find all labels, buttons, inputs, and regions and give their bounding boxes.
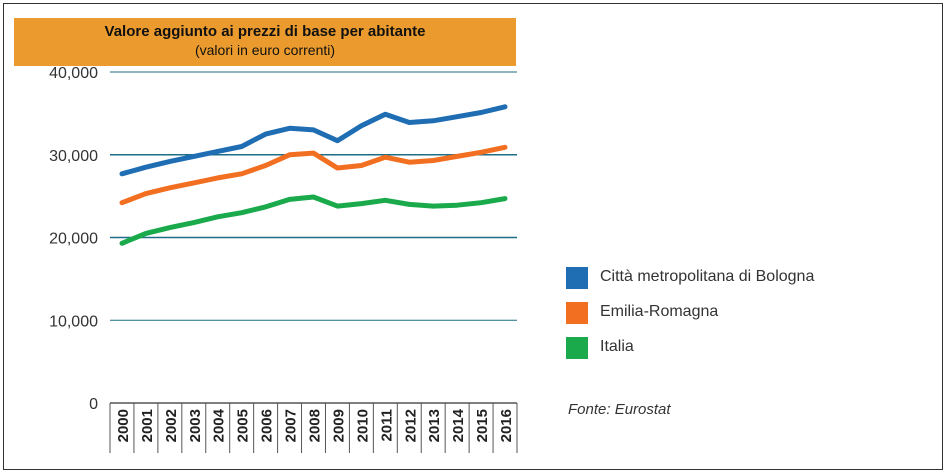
legend-swatch-bologna bbox=[566, 267, 588, 289]
series-line-bologna bbox=[119, 104, 508, 177]
x-tick-label: 2015 bbox=[474, 409, 491, 442]
x-tick-label: 2001 bbox=[139, 409, 156, 442]
chart-frame bbox=[3, 3, 943, 470]
y-tick-label: 10,000 bbox=[49, 313, 98, 330]
y-tick-label: 20,000 bbox=[49, 231, 98, 248]
y-tick-label: 40,000 bbox=[49, 65, 98, 82]
series-line-italia bbox=[119, 194, 508, 246]
x-tick-label: 2014 bbox=[450, 408, 467, 442]
y-tick-label: 0 bbox=[89, 396, 98, 413]
x-tick-label: 2002 bbox=[163, 409, 180, 442]
x-tick-label: 2004 bbox=[211, 408, 228, 442]
x-tick-label: 2006 bbox=[259, 409, 276, 442]
series-line-emilia-romagna bbox=[119, 144, 508, 206]
x-tick-label: 2009 bbox=[330, 409, 347, 442]
chart-title-box: Valore aggiunto ai prezzi di base per ab… bbox=[14, 18, 516, 66]
x-tick-label: 2008 bbox=[307, 409, 324, 442]
chart-title: Valore aggiunto ai prezzi di base per ab… bbox=[104, 23, 426, 40]
chart-source: Fonte: Eurostat bbox=[568, 401, 671, 418]
legend-label-bologna: Città metropolitana di Bologna bbox=[600, 268, 815, 285]
legend-label-italia: Italia bbox=[600, 338, 634, 355]
chart-subtitle: (valori in euro correnti) bbox=[194, 42, 336, 58]
legend-swatch-emilia-romagna bbox=[566, 302, 588, 324]
x-tick-label: 2010 bbox=[354, 409, 371, 442]
y-tick-label: 30,000 bbox=[49, 148, 98, 165]
x-tick-label: 2012 bbox=[402, 409, 419, 442]
x-tick-label: 2013 bbox=[426, 409, 443, 442]
x-tick-label: 2016 bbox=[498, 409, 515, 442]
x-tick-label: 2007 bbox=[283, 409, 300, 442]
x-tick-label: 2005 bbox=[235, 409, 252, 442]
x-tick-label: 2000 bbox=[115, 409, 132, 442]
legend-label-emilia-romagna: Emilia-Romagna bbox=[600, 303, 719, 320]
legend-swatch-italia bbox=[566, 337, 588, 359]
x-tick-label: 2003 bbox=[187, 409, 204, 442]
x-tick-label: 2011 bbox=[378, 409, 395, 442]
